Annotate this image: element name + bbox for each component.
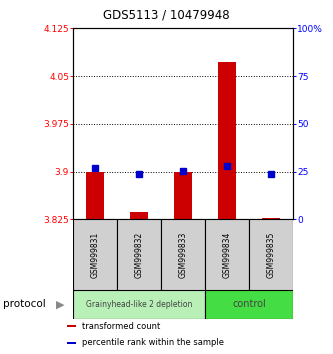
Bar — [131, 212, 148, 219]
Bar — [174, 172, 192, 219]
Bar — [117, 219, 161, 290]
Text: transformed count: transformed count — [82, 322, 160, 331]
Text: GSM999831: GSM999831 — [91, 232, 100, 278]
Text: protocol: protocol — [3, 299, 46, 309]
Text: GSM999832: GSM999832 — [135, 232, 144, 278]
Text: GSM999834: GSM999834 — [222, 232, 232, 278]
Bar — [262, 218, 280, 219]
Text: Grainyhead-like 2 depletion: Grainyhead-like 2 depletion — [86, 300, 192, 309]
Bar — [218, 62, 236, 219]
Bar — [67, 325, 76, 327]
Bar — [87, 172, 104, 219]
Bar — [161, 219, 205, 290]
Text: percentile rank within the sample: percentile rank within the sample — [82, 338, 223, 347]
Text: control: control — [232, 299, 266, 309]
Bar — [73, 219, 117, 290]
Text: GSM999833: GSM999833 — [178, 232, 188, 278]
Bar — [67, 342, 76, 344]
Text: ▶: ▶ — [56, 299, 64, 309]
Bar — [249, 219, 293, 290]
Bar — [205, 219, 249, 290]
Bar — [205, 290, 293, 319]
Text: GSM999835: GSM999835 — [266, 232, 276, 278]
Text: GDS5113 / 10479948: GDS5113 / 10479948 — [103, 9, 230, 22]
Bar — [73, 290, 205, 319]
